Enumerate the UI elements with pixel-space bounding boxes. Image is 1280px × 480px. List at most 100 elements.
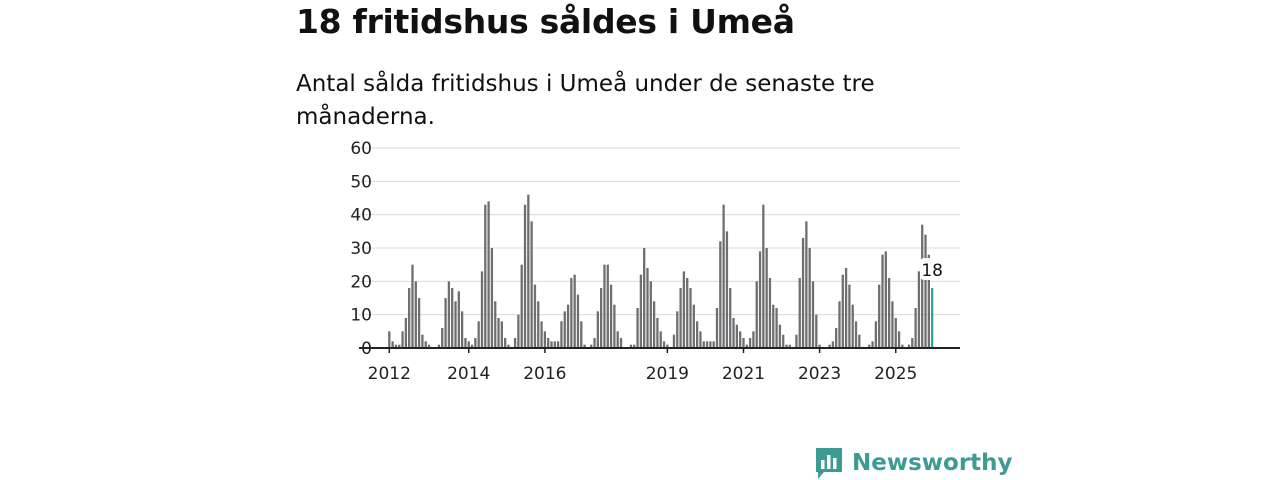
bar: [527, 194, 530, 348]
bar: [652, 301, 656, 348]
bar: [755, 281, 758, 348]
bar: [758, 251, 762, 348]
bar: [497, 318, 500, 348]
newsworthy-logo-text: Newsworthy: [852, 450, 1013, 476]
newsworthy-logo: Newsworthy: [814, 446, 1013, 480]
bar: [543, 331, 547, 348]
bar: [457, 291, 460, 348]
bar: [729, 288, 732, 348]
bar: [897, 331, 901, 348]
bar: [447, 281, 451, 348]
bar: [583, 344, 586, 348]
bar: [590, 344, 593, 348]
bar: [911, 338, 914, 348]
bar: [712, 341, 715, 348]
bar: [745, 344, 748, 348]
bar: [901, 344, 904, 348]
bar: [484, 204, 487, 348]
bar: [659, 331, 662, 348]
bar: [778, 324, 782, 348]
bar: [725, 231, 729, 348]
bar: [646, 268, 649, 348]
x-tick-label: 2023: [798, 364, 841, 384]
y-axis-ticks: 0102030405060: [350, 139, 372, 359]
bar: [427, 344, 431, 348]
bar: [616, 331, 619, 348]
bar: [762, 204, 765, 348]
bar: [838, 301, 841, 348]
bar: [709, 341, 712, 348]
bar: [404, 318, 408, 348]
bar: [553, 341, 556, 348]
bar: [437, 344, 441, 348]
bar: [513, 338, 517, 348]
bar: [881, 254, 884, 348]
bar: [732, 318, 735, 348]
bar: [643, 248, 646, 348]
bar: [818, 344, 821, 348]
bar: [768, 278, 772, 348]
bar: [785, 344, 788, 348]
bar: [576, 294, 580, 348]
bar: [573, 274, 576, 348]
bar: [580, 321, 583, 348]
bars: [388, 194, 934, 348]
bar: [868, 344, 871, 348]
bar: [924, 234, 927, 348]
bar: [805, 221, 808, 348]
bar: [454, 301, 457, 348]
x-tick-label: 2012: [368, 364, 411, 384]
bar: [480, 271, 484, 348]
data-label-background: [920, 258, 945, 280]
bar: [702, 341, 705, 348]
bar: [417, 298, 421, 348]
bar: [398, 344, 401, 348]
bar: [487, 201, 490, 348]
bar-latest: [931, 288, 934, 348]
bar: [566, 304, 570, 348]
bar: [600, 288, 603, 348]
bar: [682, 271, 686, 348]
newsworthy-logo-icon: [816, 448, 842, 479]
bar: [523, 204, 527, 348]
bar: [556, 341, 560, 348]
bar: [474, 338, 477, 348]
bar: [689, 288, 692, 348]
bar: [878, 284, 881, 348]
bar: [401, 331, 404, 348]
bar: [550, 341, 553, 348]
bar: [719, 241, 722, 348]
bar: [391, 341, 394, 348]
bar: [563, 311, 566, 348]
data-labels: 18: [920, 258, 945, 281]
bar: [699, 331, 702, 348]
y-tick-label: 10: [350, 306, 372, 326]
bar: [841, 274, 844, 348]
bar: [394, 344, 398, 348]
bar: [676, 311, 679, 348]
bar: [672, 334, 676, 348]
bar: [788, 344, 791, 348]
bar: [408, 288, 411, 348]
y-tick-label: 50: [350, 172, 372, 192]
bar: [891, 301, 894, 348]
y-tick-label: 40: [350, 206, 372, 226]
bar: [894, 318, 897, 348]
bar: [517, 314, 520, 348]
bar: [633, 344, 636, 348]
bar: [540, 321, 543, 348]
bar: [662, 341, 666, 348]
bar: [921, 224, 924, 348]
bar: [801, 238, 805, 348]
bar: [507, 344, 510, 348]
bar: [504, 338, 507, 348]
bar: [739, 331, 742, 348]
bar: [424, 341, 427, 348]
bar: [887, 278, 891, 348]
bar: [470, 344, 474, 348]
gridlines: [359, 147, 960, 316]
bar: [629, 344, 633, 348]
y-tick-label: 30: [350, 239, 372, 259]
bar: [639, 274, 643, 348]
bar: [537, 301, 540, 348]
